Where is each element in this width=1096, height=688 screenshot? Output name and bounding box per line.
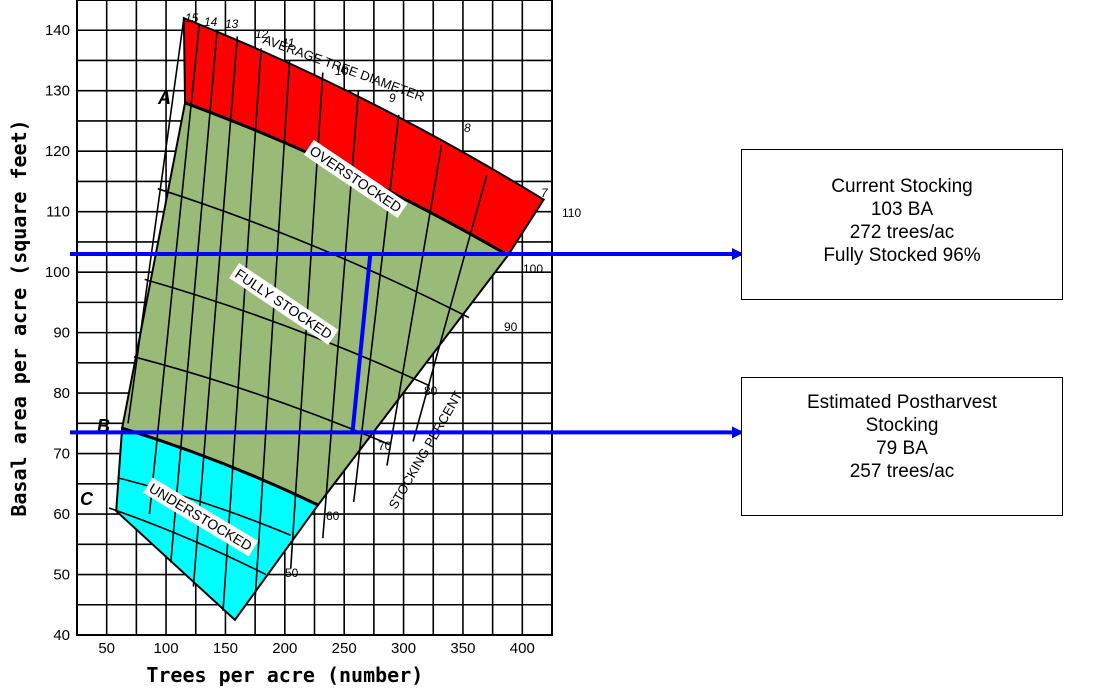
plot-frame <box>76 0 553 636</box>
curve-letter: A <box>157 88 171 108</box>
diameter-label: 10 <box>335 64 349 78</box>
diameter-line <box>222 48 262 611</box>
diameter-label: 15 <box>185 11 199 25</box>
diameter-label: 9 <box>389 91 396 105</box>
diameter-line <box>352 114 400 503</box>
current-ba: 103 BA <box>870 199 934 220</box>
stocking-curve <box>157 187 470 319</box>
stocking-label: 90 <box>504 320 518 334</box>
y-tick-label: 140 <box>45 22 70 39</box>
diameter-line <box>412 175 488 442</box>
post-ba: 79 BA <box>876 438 928 459</box>
y-tick-label: 50 <box>53 567 70 584</box>
x-tick-label: 300 <box>391 640 416 657</box>
x-tick-label: 200 <box>272 640 297 657</box>
y-tick-label: 100 <box>45 264 70 281</box>
diameter-line <box>386 145 443 466</box>
x-tick-label: 150 <box>213 640 238 657</box>
x-tick-label: 50 <box>98 640 115 657</box>
x-tick-label: 350 <box>450 640 475 657</box>
curve-letter: C <box>80 489 94 509</box>
postharvest-stocking-box: Estimated Postharvest Stocking 79 BA 257… <box>741 377 1063 516</box>
stocking-label: 50 <box>285 566 299 580</box>
diameter-label: 14 <box>204 15 218 29</box>
x-tick-label: 250 <box>332 640 357 657</box>
stocking-curve <box>144 278 431 387</box>
post-subtitle: Stocking <box>865 415 939 436</box>
y-axis-label-group: Basal area per acre (square feet) <box>7 119 31 516</box>
y-tick-label: 80 <box>53 385 70 402</box>
stocking-label: 60 <box>326 509 340 523</box>
post-title: Estimated Postharvest <box>806 392 998 413</box>
diameter-label: 11 <box>282 36 294 50</box>
diameter-line <box>192 36 239 587</box>
current-stocking-box: Current Stocking 103 BA 272 trees/ac Ful… <box>741 149 1063 300</box>
y-tick-label: 90 <box>53 325 70 342</box>
diameter-line <box>322 90 360 539</box>
current-percent: Fully Stocked 96% <box>823 245 981 266</box>
y-axis-label: Basal area per acre (square feet) <box>7 119 31 516</box>
post-tpa: 257 trees/ac <box>849 461 955 482</box>
y-tick-label: 60 <box>53 506 70 523</box>
stocking-curve <box>117 476 292 536</box>
x-tick-label: 400 <box>510 640 535 657</box>
diameter-line <box>170 30 218 563</box>
zone-label-bg <box>303 139 408 219</box>
diameter-line <box>254 60 291 599</box>
current-title: Current Stocking <box>831 176 973 197</box>
stocking-label: 70 <box>378 439 392 453</box>
x-tick-label: 100 <box>154 640 179 657</box>
zone-label-bg <box>229 263 339 345</box>
y-tick-label: 130 <box>45 83 70 100</box>
current-tpa: 272 trees/ac <box>849 222 955 243</box>
y-tick-label: 70 <box>53 446 70 463</box>
stocking-curve <box>108 507 267 576</box>
zone-label-bg <box>143 477 259 557</box>
diameter-label: 7 <box>541 186 549 200</box>
diameter-label: 8 <box>464 121 471 135</box>
y-tick-label: 120 <box>45 143 70 160</box>
diameter-line <box>127 18 185 424</box>
stocking-label: 80 <box>424 384 438 398</box>
stocking-label: 100 <box>523 262 543 276</box>
y-tick-label: 40 <box>53 627 70 644</box>
diameter-label: 13 <box>225 17 239 31</box>
stocking-label: 110 <box>562 206 581 220</box>
boundary-b <box>121 426 319 507</box>
connector-line <box>350 253 373 433</box>
diameter-label: 12 <box>255 27 269 41</box>
x-axis-label: Trees per acre (number) <box>146 663 423 687</box>
y-tick-label: 110 <box>46 204 70 221</box>
